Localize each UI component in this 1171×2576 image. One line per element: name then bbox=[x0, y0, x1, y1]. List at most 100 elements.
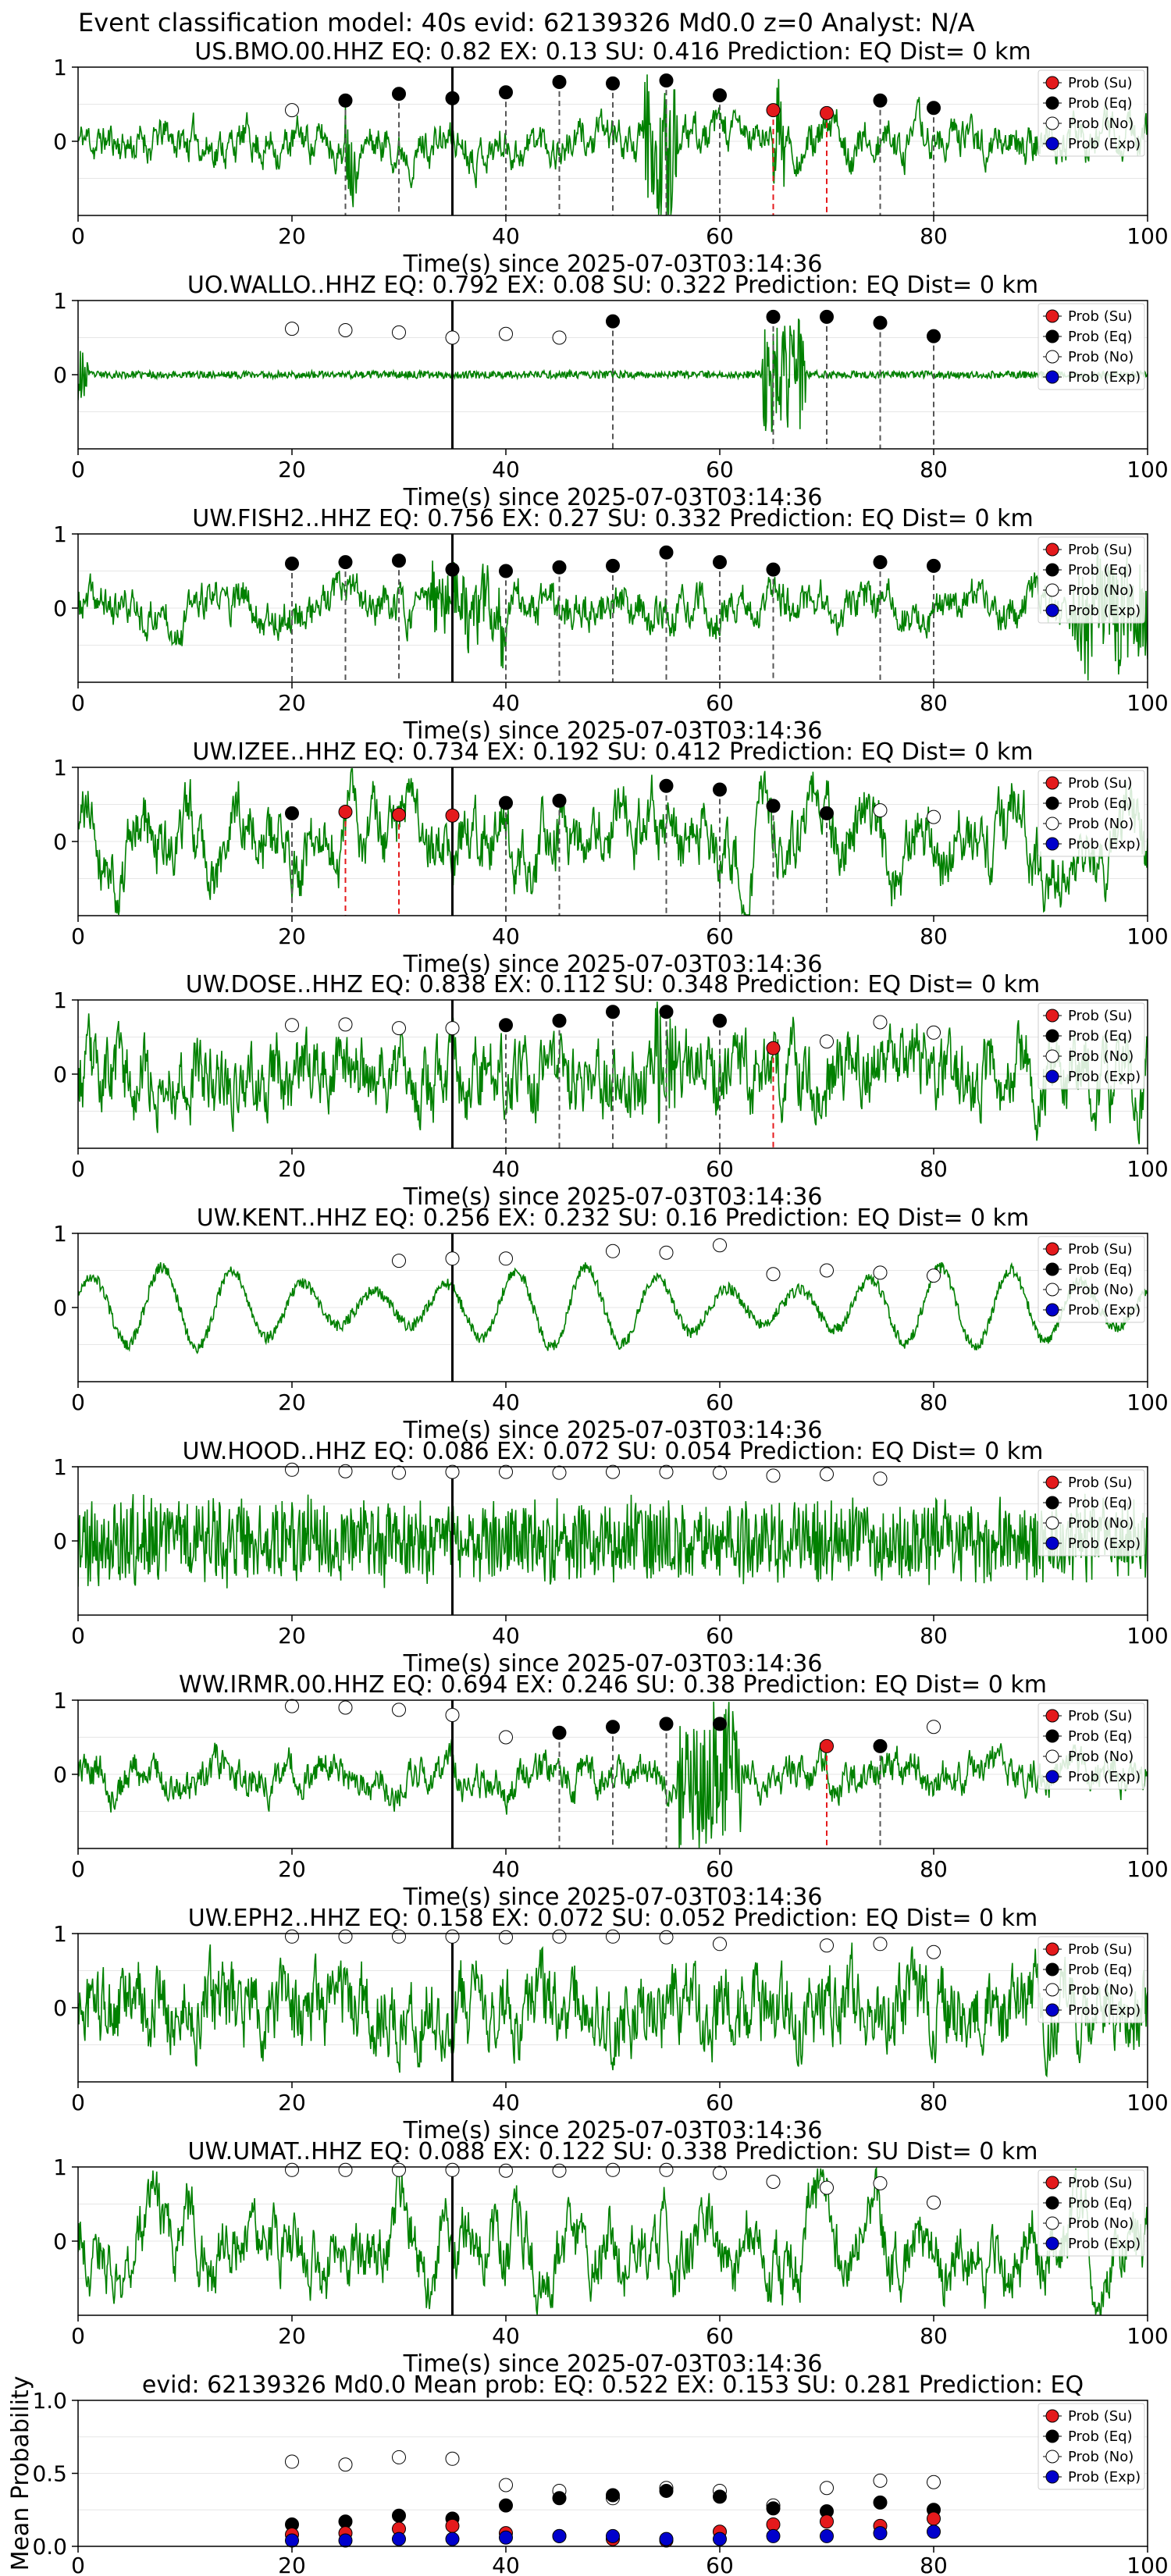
prob-point-eq bbox=[713, 782, 727, 797]
y-tick-label: 0 bbox=[53, 1295, 67, 1321]
prob-point-eq bbox=[606, 558, 620, 573]
prob-point-eq bbox=[659, 545, 674, 560]
x-tick-label: 20 bbox=[278, 2090, 306, 2115]
x-tick-label: 100 bbox=[1127, 1856, 1168, 1882]
legend-marker-su bbox=[1045, 309, 1059, 323]
legend-marker-eq bbox=[1045, 1029, 1059, 1043]
prob-point-no bbox=[285, 1699, 299, 1713]
mean-point-su bbox=[766, 2517, 781, 2532]
x-tick-label: 40 bbox=[492, 2553, 520, 2576]
x-tick-label: 0 bbox=[71, 923, 85, 949]
prob-point-no bbox=[552, 1465, 567, 1480]
y-tick-label: 0 bbox=[53, 1528, 67, 1554]
prob-point-eq bbox=[499, 85, 513, 100]
station-panel-7: UW.HOOD..HHZ EQ: 0.086 EX: 0.072 SU: 0.0… bbox=[53, 1438, 1169, 1678]
mean-point-no bbox=[338, 2457, 353, 2472]
x-tick-label: 80 bbox=[920, 1623, 948, 1649]
legend-box bbox=[1038, 1236, 1145, 1323]
prob-point-no bbox=[927, 1944, 941, 1959]
prob-point-no bbox=[766, 2175, 781, 2189]
prob-point-no bbox=[927, 1268, 941, 1283]
prob-point-no bbox=[499, 1251, 513, 1266]
prob-point-no bbox=[499, 1464, 513, 1479]
waveform-trace bbox=[78, 74, 1148, 215]
mean-point-no bbox=[927, 2475, 941, 2489]
x-tick-label: 20 bbox=[278, 2323, 306, 2349]
prob-point-su bbox=[392, 807, 406, 822]
mean-point-su bbox=[927, 2511, 941, 2526]
x-axis-label: Time(s) since 2025-07-03T03:14:36 bbox=[403, 717, 823, 745]
panel-title: UW.HOOD..HHZ EQ: 0.086 EX: 0.072 SU: 0.0… bbox=[183, 1438, 1044, 1465]
legend-marker-su bbox=[1045, 1942, 1059, 1956]
prob-point-no bbox=[713, 1465, 727, 1480]
x-tick-label: 80 bbox=[920, 1389, 948, 1415]
y-tick-label: 1 bbox=[53, 521, 67, 547]
legend-box bbox=[1038, 69, 1145, 157]
prob-point-no bbox=[445, 1464, 460, 1479]
panel-title: US.BMO.00.HHZ EQ: 0.82 EX: 0.13 SU: 0.41… bbox=[194, 38, 1030, 66]
x-tick-label: 60 bbox=[706, 1623, 734, 1649]
prob-point-eq bbox=[873, 555, 888, 570]
legend-label-exp: Prob (Exp) bbox=[1068, 1535, 1141, 1552]
legend-marker-exp bbox=[1045, 1069, 1059, 1083]
legend-label-eq: Prob (Eq) bbox=[1068, 2428, 1133, 2445]
x-tick-label: 20 bbox=[278, 1389, 306, 1415]
legend-label-exp: Prob (Exp) bbox=[1068, 603, 1141, 619]
x-tick-label: 100 bbox=[1127, 2090, 1168, 2115]
legend-box bbox=[1038, 1002, 1145, 1090]
x-tick-label: 100 bbox=[1127, 923, 1168, 949]
panel-title: UW.FISH2..HHZ EQ: 0.756 EX: 0.27 SU: 0.3… bbox=[192, 505, 1033, 532]
legend-label-no: Prob (No) bbox=[1068, 582, 1134, 599]
panel-title: UW.EPH2..HHZ EQ: 0.158 EX: 0.072 SU: 0.0… bbox=[188, 1905, 1038, 1932]
y-tick-label: 1 bbox=[53, 288, 67, 314]
legend-marker-exp bbox=[1045, 1536, 1059, 1550]
x-tick-label: 80 bbox=[920, 2323, 948, 2349]
station-panel-1: US.BMO.00.HHZ EQ: 0.82 EX: 0.13 SU: 0.41… bbox=[53, 38, 1169, 278]
prob-point-eq bbox=[285, 557, 299, 571]
prob-point-eq bbox=[766, 309, 781, 324]
prob-point-eq bbox=[392, 87, 406, 101]
legend-marker-no bbox=[1045, 2216, 1059, 2230]
legend-marker-eq bbox=[1045, 2196, 1059, 2210]
station-panel-5: UW.DOSE..HHZ EQ: 0.838 EX: 0.112 SU: 0.3… bbox=[53, 971, 1169, 1211]
prob-point-no bbox=[445, 1021, 460, 1036]
x-tick-label: 20 bbox=[278, 1156, 306, 1182]
prob-point-su bbox=[445, 808, 460, 823]
waveform-trace bbox=[78, 2167, 1148, 2315]
prob-point-no bbox=[927, 2195, 941, 2210]
prob-point-eq bbox=[927, 329, 941, 343]
legend-label-su: Prob (Su) bbox=[1068, 308, 1133, 325]
mean-point-no bbox=[873, 2473, 888, 2488]
mean-point-eq bbox=[552, 2491, 567, 2506]
prob-point-no bbox=[659, 1464, 674, 1479]
legend-label-eq: Prob (Eq) bbox=[1068, 329, 1133, 345]
prob-point-no bbox=[927, 809, 941, 824]
legend-label-eq: Prob (Eq) bbox=[1068, 1728, 1133, 1745]
legend-label-su: Prob (Su) bbox=[1068, 1941, 1133, 1958]
mean-point-exp bbox=[392, 2532, 406, 2546]
y-tick-label: 0 bbox=[53, 1762, 67, 1788]
x-tick-label: 80 bbox=[920, 2090, 948, 2115]
prob-point-no bbox=[338, 1464, 353, 1478]
x-axis-label: Time(s) since 2025-07-03T03:14:36 bbox=[403, 1183, 823, 1211]
prob-point-no bbox=[285, 103, 299, 118]
prob-point-eq bbox=[713, 1013, 727, 1028]
prob-point-eq bbox=[552, 1013, 567, 1028]
x-tick-label: 80 bbox=[920, 690, 948, 716]
prob-point-no bbox=[338, 1017, 353, 1032]
x-tick-label: 60 bbox=[706, 2553, 734, 2576]
prob-point-no bbox=[499, 1930, 513, 1944]
prob-point-no bbox=[606, 1464, 620, 1479]
prob-point-eq bbox=[873, 315, 888, 330]
x-axis-label: Time(s) since 2025-07-03T03:14:36 bbox=[403, 2350, 823, 2378]
panel-title: UW.KENT..HHZ EQ: 0.256 EX: 0.232 SU: 0.1… bbox=[197, 1204, 1030, 1232]
prob-point-no bbox=[713, 1238, 727, 1253]
mean-point-no bbox=[392, 2450, 406, 2464]
prob-point-no bbox=[285, 1018, 299, 1033]
prob-point-no bbox=[873, 803, 888, 818]
x-tick-label: 40 bbox=[492, 1389, 520, 1415]
legend-marker-su bbox=[1045, 1242, 1059, 1256]
legend-marker-su bbox=[1045, 2409, 1059, 2423]
legend-label-eq: Prob (Eq) bbox=[1068, 562, 1133, 578]
legend-marker-no bbox=[1045, 1983, 1059, 1997]
